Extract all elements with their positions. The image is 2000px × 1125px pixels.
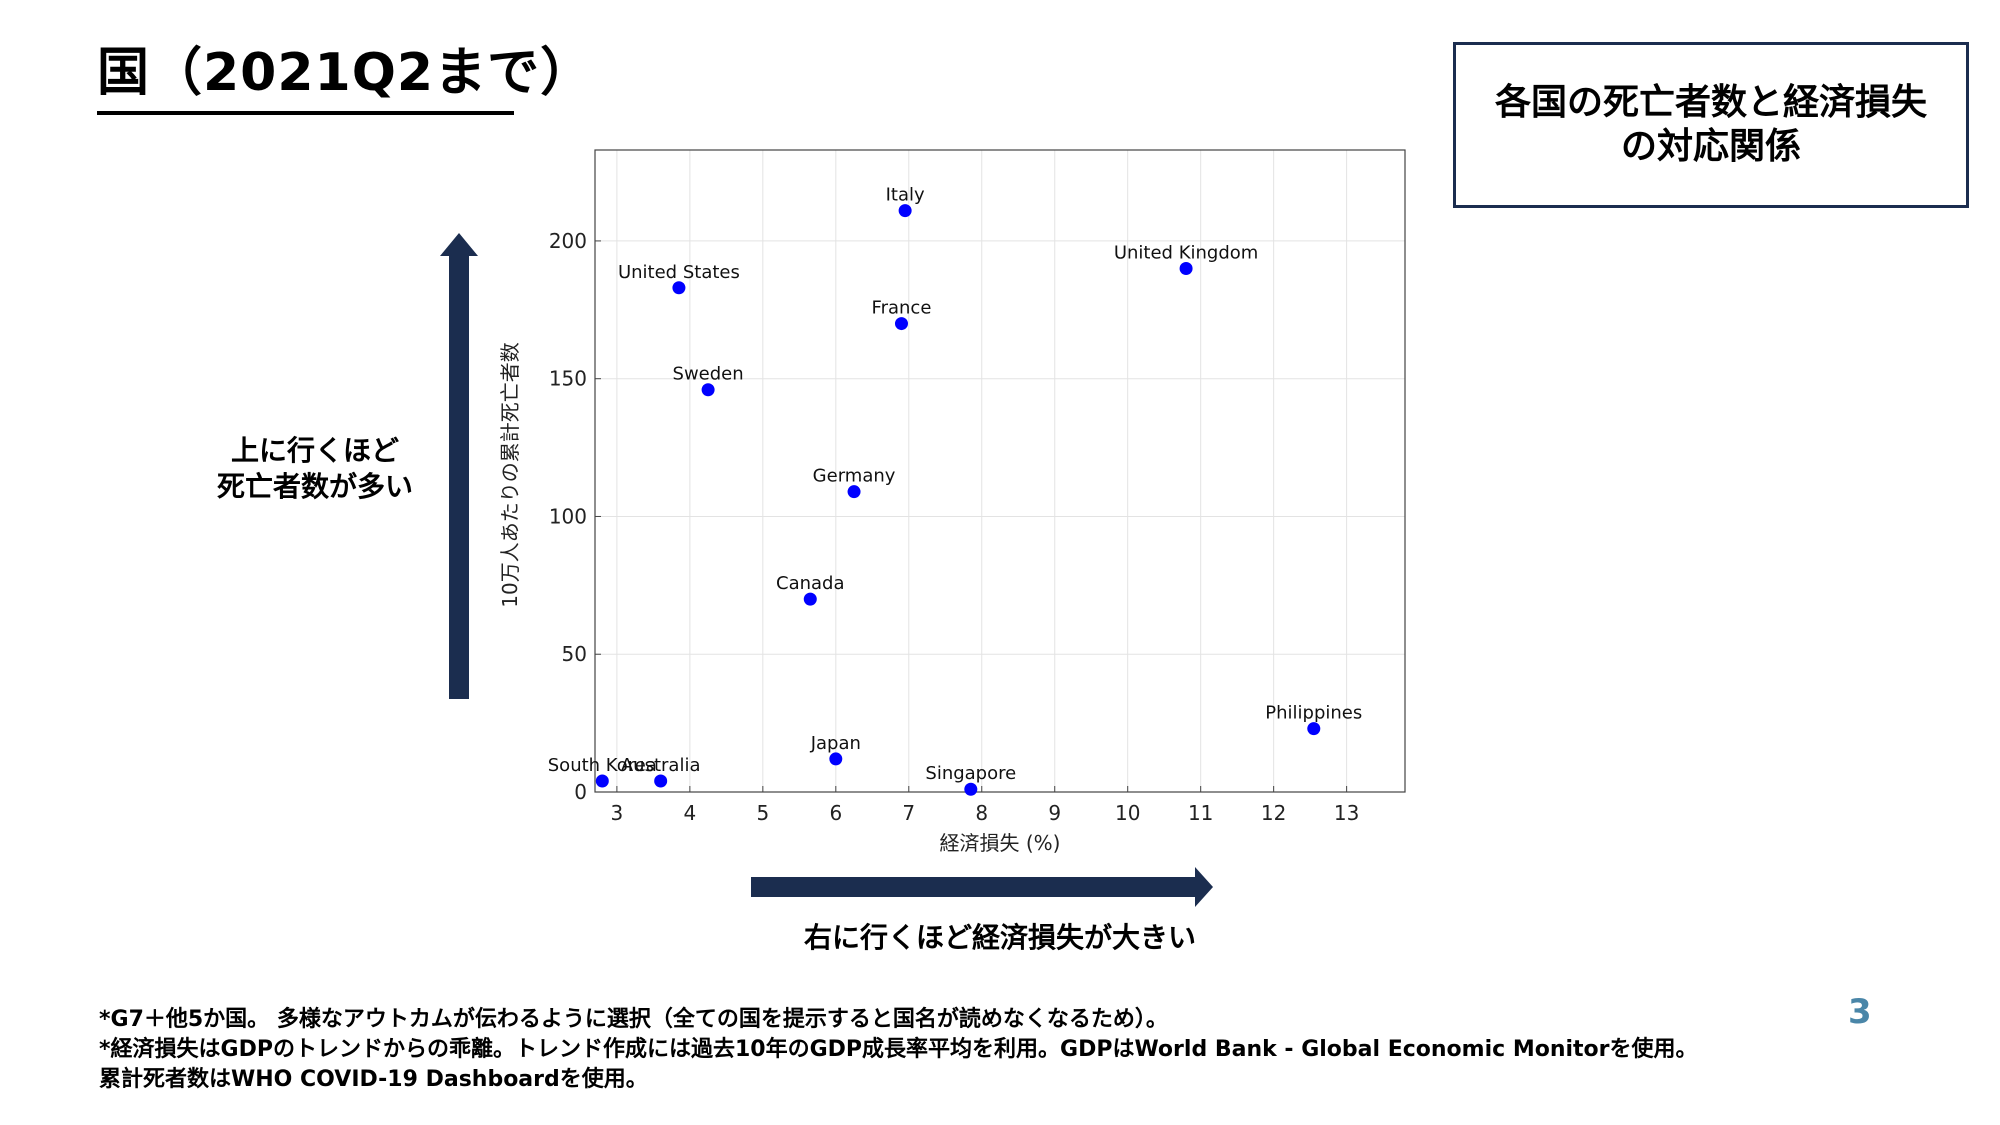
data-point [654, 774, 668, 788]
page-number: 3 [1848, 992, 1872, 1032]
y-tick-label: 0 [574, 780, 587, 804]
data-point [847, 485, 861, 499]
data-point-label: South Korea [548, 755, 657, 776]
footnote-3: 累計死者数はWHO COVID-19 Dashboardを使用。 [99, 1067, 648, 1092]
data-point-label: France [872, 298, 932, 319]
data-point-label: Japan [810, 733, 861, 754]
x-tick-label: 10 [1115, 801, 1140, 825]
chart-grid [595, 150, 1405, 793]
x-tick-label: 6 [829, 801, 842, 825]
x-tick-label: 13 [1334, 801, 1359, 825]
data-point [672, 281, 686, 295]
data-point [829, 752, 843, 766]
up-arrow-icon [440, 233, 478, 699]
plot-frame [594, 149, 1406, 793]
footnote-1: *G7＋他5か国。 多様なアウトカムが伝わるように選択（全ての国を提示すると国名… [99, 1007, 1168, 1032]
data-point-label: Germany [813, 466, 896, 487]
data-point [964, 782, 978, 796]
data-point-label: Singapore [925, 763, 1016, 784]
topic-box-line1: 各国の死亡者数と経済損失 [1494, 82, 1927, 123]
y-tick-label: 150 [549, 367, 587, 391]
x-tick-label: 4 [683, 801, 696, 825]
data-point-label: Canada [776, 573, 845, 594]
data-point [803, 592, 817, 606]
topic-box-line2: の対応関係 [1620, 126, 1801, 167]
right-arrow-icon [751, 867, 1213, 907]
data-point-label: Philippines [1265, 703, 1362, 724]
data-point [595, 774, 609, 788]
y-caption-line1: 上に行くほど [230, 434, 399, 467]
page-title: 国（2021Q2まで） [97, 30, 592, 115]
topic-box: 各国の死亡者数と経済損失 の対応関係 [1453, 42, 1969, 208]
x-tick-label: 5 [756, 801, 769, 825]
data-point [894, 317, 908, 331]
data-points: Italy United Kingdom United States France Sw… [548, 185, 1362, 796]
y-tick-label: 50 [562, 642, 587, 666]
x-tick-label: 7 [902, 801, 915, 825]
x-axis-label: 経済損失 (%) [940, 831, 1061, 855]
x-axis-caption: 右に行くほど経済損失が大きい [803, 921, 1196, 954]
data-point [1307, 722, 1321, 736]
data-point [1179, 261, 1193, 275]
footnote-2: *経済損失はGDPのトレンドからの乖離。トレンド作成には過去10年のGDP成長率… [99, 1037, 1698, 1062]
data-point-label: Sweden [673, 364, 744, 385]
data-point-label: Italy [886, 185, 925, 206]
x-tick-label: 3 [611, 801, 624, 825]
x-tick-label: 8 [975, 801, 988, 825]
y-tick-label: 100 [549, 504, 587, 528]
y-axis-caption: 上に行くほど 死亡者数が多い [205, 433, 425, 505]
y-tick-label: 200 [549, 229, 587, 253]
x-tick-label: 9 [1048, 801, 1061, 825]
data-point [701, 383, 715, 397]
x-tick-label: 11 [1188, 801, 1213, 825]
footnotes: *G7＋他5か国。 多様なアウトカムが伝わるように選択（全ての国を提示すると国名… [99, 1005, 1698, 1095]
data-point-label: United States [618, 262, 740, 283]
y-caption-line2: 死亡者数が多い [216, 470, 413, 503]
data-point-label: Australia [621, 755, 701, 776]
axis-ticks: 3 4 5 6 7 8 9 10 11 12 13 0 50 100 150 200 [549, 229, 1360, 825]
y-axis-label: 10万人あたりの累計死亡者数 [498, 342, 522, 607]
data-point [898, 204, 912, 218]
x-tick-label: 12 [1261, 801, 1286, 825]
data-point-label: United Kingdom [1114, 242, 1258, 263]
